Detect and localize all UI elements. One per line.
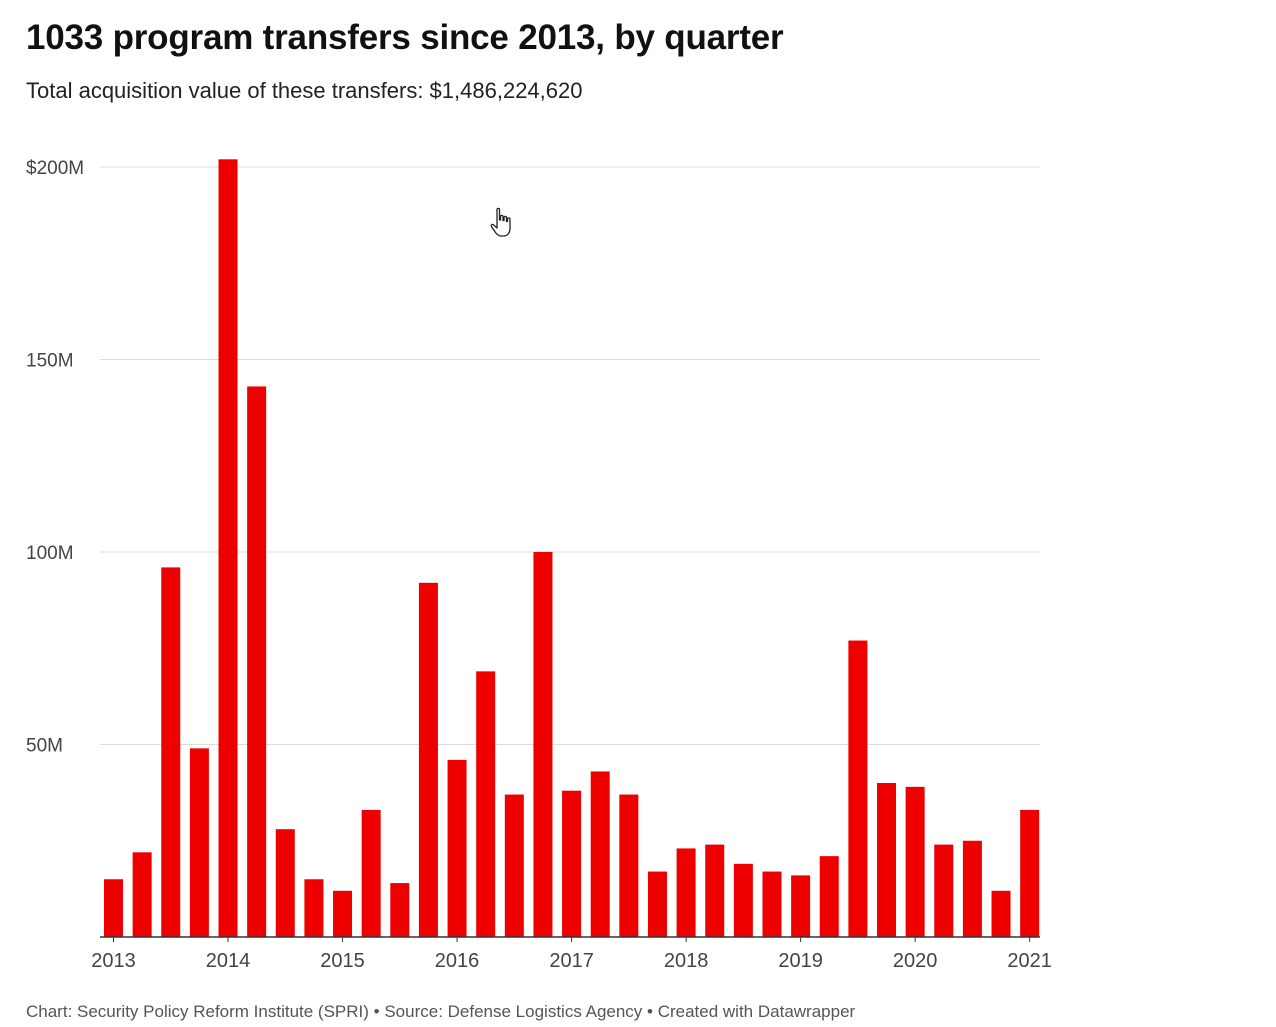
bar: 2021 Q1: 33M [1020,809,1040,937]
bar: 2017 Q4: 17M [647,871,667,937]
bar: 2019 Q1: 16M [791,875,811,937]
bar: 2014 Q4: 15M [304,879,324,937]
bar: 2016 Q3: 37M [504,794,524,937]
bar: 2019 Q3: 77M [848,640,868,937]
x-tick-label: 2015 [320,950,365,972]
x-tick-label: 2021 [1007,950,1052,972]
bar: 2019 Q4: 40M [877,783,897,937]
y-tick-label: 150M [26,351,74,372]
bar: 2017 Q2: 43M [590,771,610,937]
x-tick-label: 2016 [435,950,480,972]
bar: 2018 Q1: 23M [676,848,696,937]
bar: 2013 Q2: 22M [132,852,152,937]
hand-pointer-icon [488,206,516,242]
bar: 2016 Q2: 69M [476,671,496,937]
bar: 2020 Q1: 39M [905,786,925,937]
gridlines [100,166,1040,745]
bar: 2014 Q1: 202M [218,159,238,938]
bars: 2013 Q1: 15M 2013 Q2: 22M 2013 Q3: 96M 2013… [104,159,1040,938]
bar: 2017 Q1: 38M [562,790,582,937]
bar: 2015 Q4: 92M [418,582,438,937]
y-tick-label: $200M [26,158,84,179]
bar: 2015 Q2: 33M [361,809,381,937]
chart-title: 1033 program transfers since 2013, by qu… [26,18,784,57]
bar: 2015 Q1: 12M [333,890,353,937]
bar: 2019 Q2: 21M [819,856,839,937]
x-tick-label: 2018 [664,950,709,972]
bar: 2018 Q4: 17M [762,871,782,937]
x-axis-labels: 2013 2014 2015 2016 2017 2018 2019 2020 2021 [91,950,1052,972]
x-tick-label: 2017 [549,950,594,972]
bar: 2015 Q3: 14M [390,883,410,937]
bar: 2013 Q4: 49M [189,748,209,937]
bar: 2016 Q4: 100M [533,552,553,937]
chart-subtitle: Total acquisition value of these transfe… [26,78,583,103]
x-tick-label: 2013 [91,950,136,972]
y-axis-labels: 50M 100M 150M $200M [26,158,84,757]
bar: 2014 Q3: 28M [275,829,295,937]
bar: 2013 Q1: 15M [104,879,123,937]
x-tick-label: 2019 [778,950,823,972]
chart-credit: Chart: Security Policy Reform Institute … [26,1002,856,1021]
bar: 2017 Q3: 37M [619,794,639,937]
x-tick-label: 2020 [893,950,938,972]
bar: 2020 Q2: 24M [934,844,954,937]
bar: 2020 Q3: 25M [962,840,982,937]
bar: 2013 Q3: 96M [161,567,181,937]
bar: 2018 Q2: 24M [705,844,725,937]
bar: 2016 Q1: 46M [447,759,467,937]
x-axis [100,936,1040,942]
y-tick-label: 100M [26,543,74,564]
bar: 2018 Q3: 19M [733,863,753,937]
bar: 2020 Q4: 12M [991,890,1011,937]
x-tick-label: 2014 [206,950,251,972]
bar: 2014 Q2: 143M [247,386,267,937]
y-tick-label: 50M [26,736,63,757]
